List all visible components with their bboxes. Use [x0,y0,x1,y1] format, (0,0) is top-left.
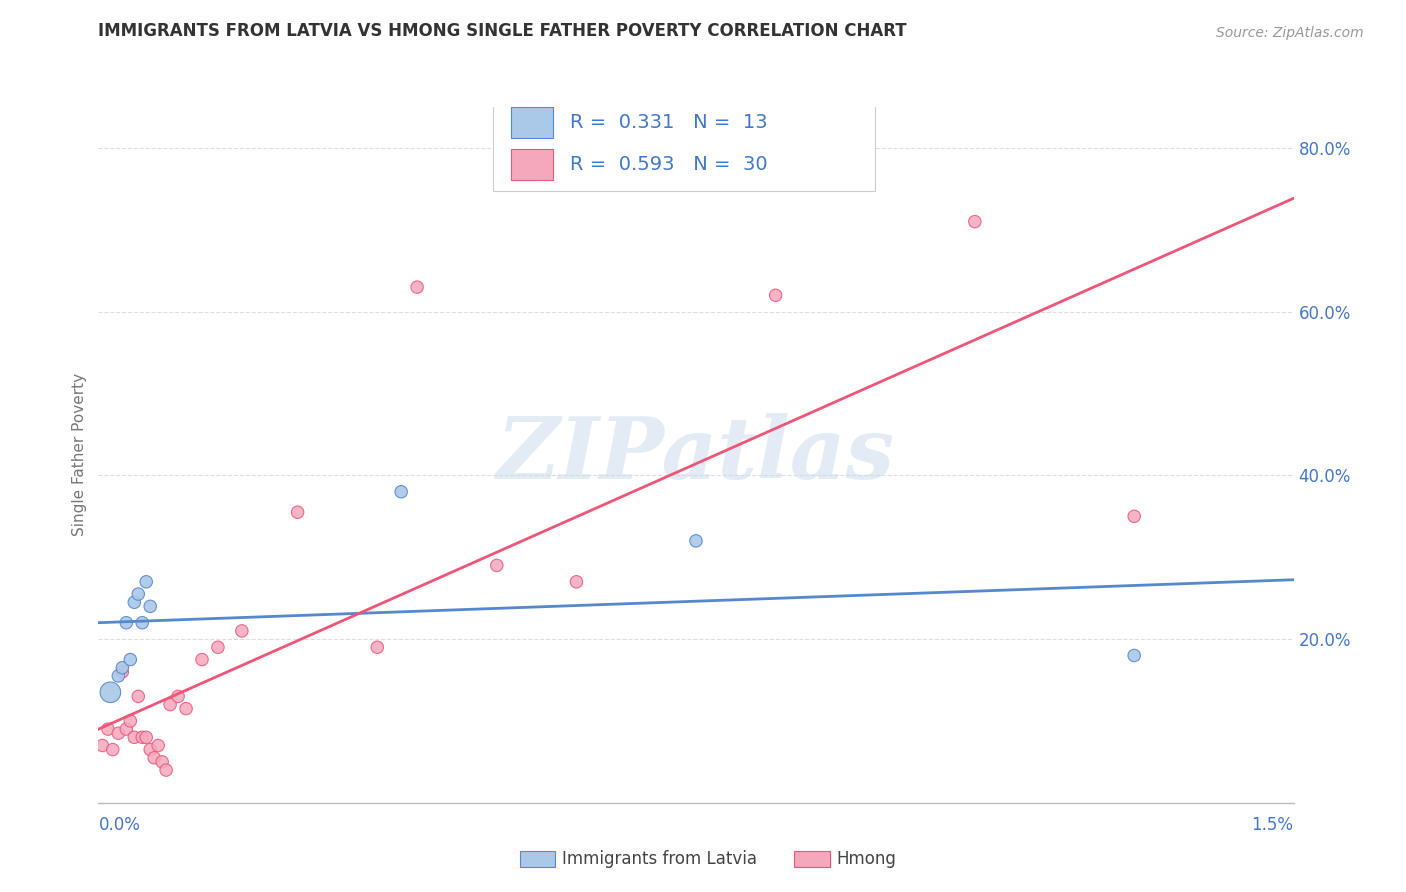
Point [115,722,138,736]
Point [287,505,309,519]
Point [135,574,157,589]
Point [485,558,508,573]
Point [167,690,190,704]
Text: Source: ZipAtlas.com: Source: ZipAtlas.com [1216,26,1364,40]
Point [389,484,412,499]
Point [366,640,388,655]
Point [124,595,146,609]
Point [1123,648,1146,663]
Point [107,726,129,740]
FancyBboxPatch shape [510,149,553,180]
Text: IMMIGRANTS FROM LATVIA VS HMONG SINGLE FATHER POVERTY CORRELATION CHART: IMMIGRANTS FROM LATVIA VS HMONG SINGLE F… [98,22,907,40]
Point [97,722,120,736]
Point [174,701,197,715]
Point [765,288,787,302]
Text: 1.5%: 1.5% [1251,816,1294,834]
Point [120,652,142,666]
Point [127,690,149,704]
Point [231,624,253,638]
Point [120,714,142,728]
Text: R =  0.331   N =  13: R = 0.331 N = 13 [571,113,768,132]
Point [131,615,153,630]
Point [91,739,114,753]
Point [159,698,181,712]
Point [148,739,170,753]
Point [107,669,129,683]
Y-axis label: Single Father Poverty: Single Father Poverty [72,374,87,536]
Point [565,574,588,589]
Text: R =  0.593   N =  30: R = 0.593 N = 30 [571,155,768,174]
Point [115,615,138,630]
Point [155,763,177,777]
Point [191,652,214,666]
Point [124,731,146,745]
Point [1123,509,1146,524]
Point [111,665,134,679]
Point [406,280,429,294]
Point [131,731,153,745]
Text: Hmong: Hmong [837,850,897,868]
Text: Immigrants from Latvia: Immigrants from Latvia [562,850,758,868]
Text: ZIPatlas: ZIPatlas [496,413,896,497]
Point [98,685,122,699]
Point [135,731,157,745]
Point [150,755,173,769]
Point [207,640,229,655]
Point [963,214,986,228]
Point [139,742,162,756]
Point [685,533,707,548]
Text: 0.0%: 0.0% [98,816,141,834]
Point [139,599,162,614]
Point [101,742,124,756]
Point [127,587,149,601]
FancyBboxPatch shape [494,93,875,191]
Point [111,661,134,675]
FancyBboxPatch shape [510,107,553,138]
Point [143,751,166,765]
